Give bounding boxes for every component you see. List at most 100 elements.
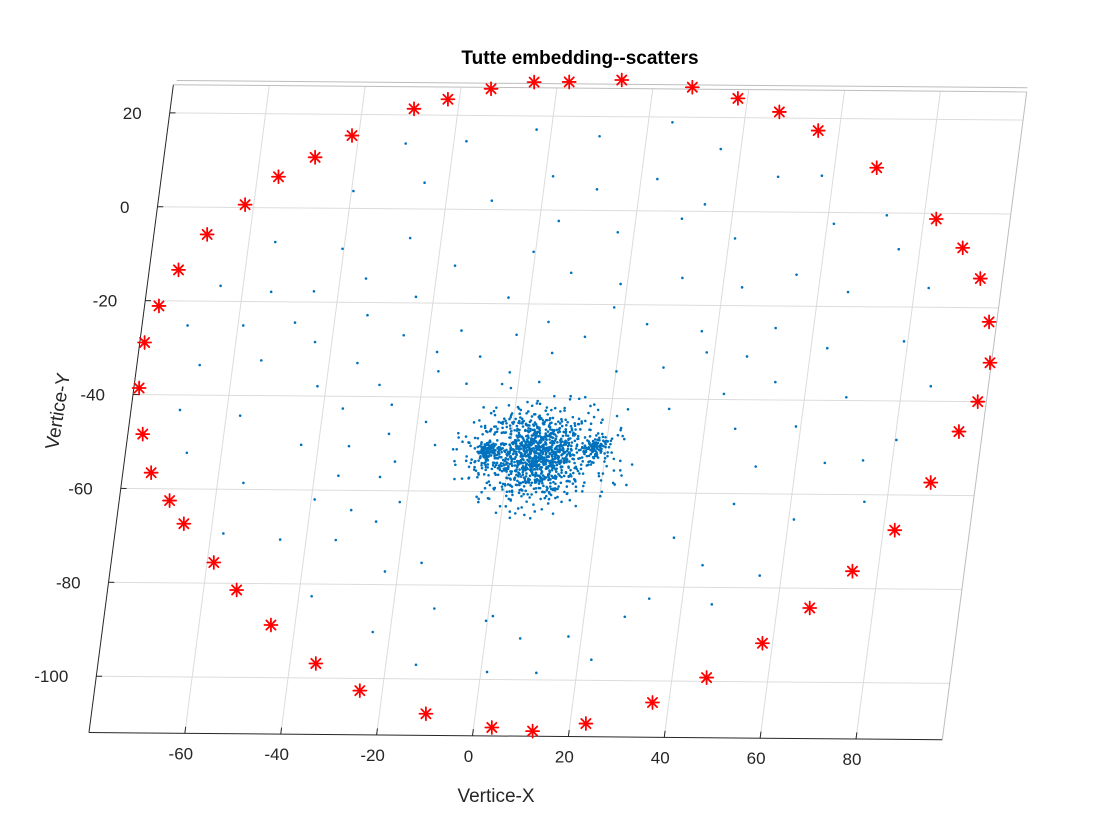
interior-point [506, 476, 509, 480]
interior-point [505, 461, 509, 464]
interior-point [299, 443, 303, 447]
interior-point [522, 492, 525, 496]
interior-point [460, 477, 464, 480]
interior-point [310, 594, 313, 598]
interior-point [477, 500, 480, 504]
interior-point [185, 451, 189, 455]
interior-point [509, 446, 513, 449]
interior-point [486, 466, 489, 469]
interior-point [485, 451, 489, 455]
interior-point [586, 447, 589, 450]
interior-point [542, 463, 546, 467]
interior-point [557, 472, 560, 476]
x-tick-label: 80 [843, 750, 862, 769]
interior-point [533, 456, 537, 459]
interior-point [550, 454, 554, 458]
interior-point [518, 483, 521, 487]
interior-point [393, 460, 397, 463]
top-box-edge [173, 84, 1027, 93]
interior-point [513, 464, 517, 467]
boundary-point [307, 149, 323, 165]
interior-point [604, 439, 608, 443]
interior-point [604, 445, 607, 449]
interior-point [473, 447, 477, 450]
interior-point [508, 510, 512, 513]
interior-point [557, 219, 561, 223]
interior-point [540, 507, 544, 511]
interior-point [567, 475, 570, 478]
interior-point [567, 437, 570, 441]
interior-point [513, 460, 516, 464]
interior-point [569, 424, 573, 428]
interior-point [528, 429, 532, 433]
interior-point [570, 444, 573, 448]
interior-point [494, 511, 498, 515]
interior-point [508, 417, 511, 421]
boundary-point [970, 394, 986, 410]
interior-point [468, 441, 471, 445]
interior-point [619, 426, 623, 430]
interior-point [549, 477, 552, 481]
boundary-point [845, 563, 860, 579]
interior-point [544, 443, 548, 446]
interior-point [825, 346, 829, 350]
interior-point [521, 470, 525, 474]
interior-point [531, 428, 535, 432]
interior-point [509, 432, 513, 436]
interior-point [541, 481, 544, 485]
interior-point [479, 425, 483, 428]
interior-point [538, 452, 542, 455]
interior-point [499, 462, 503, 465]
interior-point [186, 324, 189, 327]
x-tick-label: -60 [169, 744, 194, 763]
interior-point [548, 433, 552, 436]
interior-point [545, 406, 549, 409]
interior-point [476, 450, 479, 454]
interior-point [534, 490, 538, 494]
interior-point [493, 456, 497, 460]
interior-point [498, 481, 502, 485]
boundary-point [308, 656, 324, 671]
interior-point [387, 432, 391, 436]
interior-point [556, 450, 559, 453]
boundary-point [955, 240, 971, 256]
interior-point [554, 477, 558, 480]
interior-point [560, 417, 563, 421]
interior-point [548, 464, 552, 468]
boundary-point [206, 555, 222, 570]
interior-point [519, 416, 522, 419]
interior-point [740, 286, 744, 289]
interior-point [489, 450, 492, 454]
interior-point [349, 508, 353, 512]
interior-point [556, 461, 560, 464]
interior-point [597, 472, 601, 475]
interior-point [467, 465, 471, 469]
interior-point [512, 440, 515, 444]
interior-point [574, 447, 578, 450]
interior-point [540, 444, 544, 448]
y-axis-line [88, 84, 174, 733]
interior-point [563, 442, 567, 445]
interior-point [560, 453, 563, 457]
interior-point [565, 455, 568, 458]
interior-point [528, 441, 532, 444]
interior-point [619, 428, 622, 432]
interior-point [557, 448, 561, 452]
x-grid-line [759, 90, 846, 739]
interior-point [505, 452, 508, 456]
interior-point [493, 486, 497, 490]
interior-point [522, 484, 526, 488]
interior-point [497, 420, 500, 424]
boundary-point [755, 635, 770, 651]
interior-point [548, 461, 552, 465]
interior-point [390, 403, 394, 407]
interior-point [485, 481, 489, 485]
interior-point [861, 459, 865, 462]
interior-point [754, 465, 758, 468]
interior-point [559, 441, 563, 444]
x-tick-label: -40 [264, 745, 289, 764]
interior-point [477, 497, 480, 501]
interior-point [495, 453, 499, 457]
interior-point [705, 351, 709, 354]
interior-point [555, 428, 558, 432]
